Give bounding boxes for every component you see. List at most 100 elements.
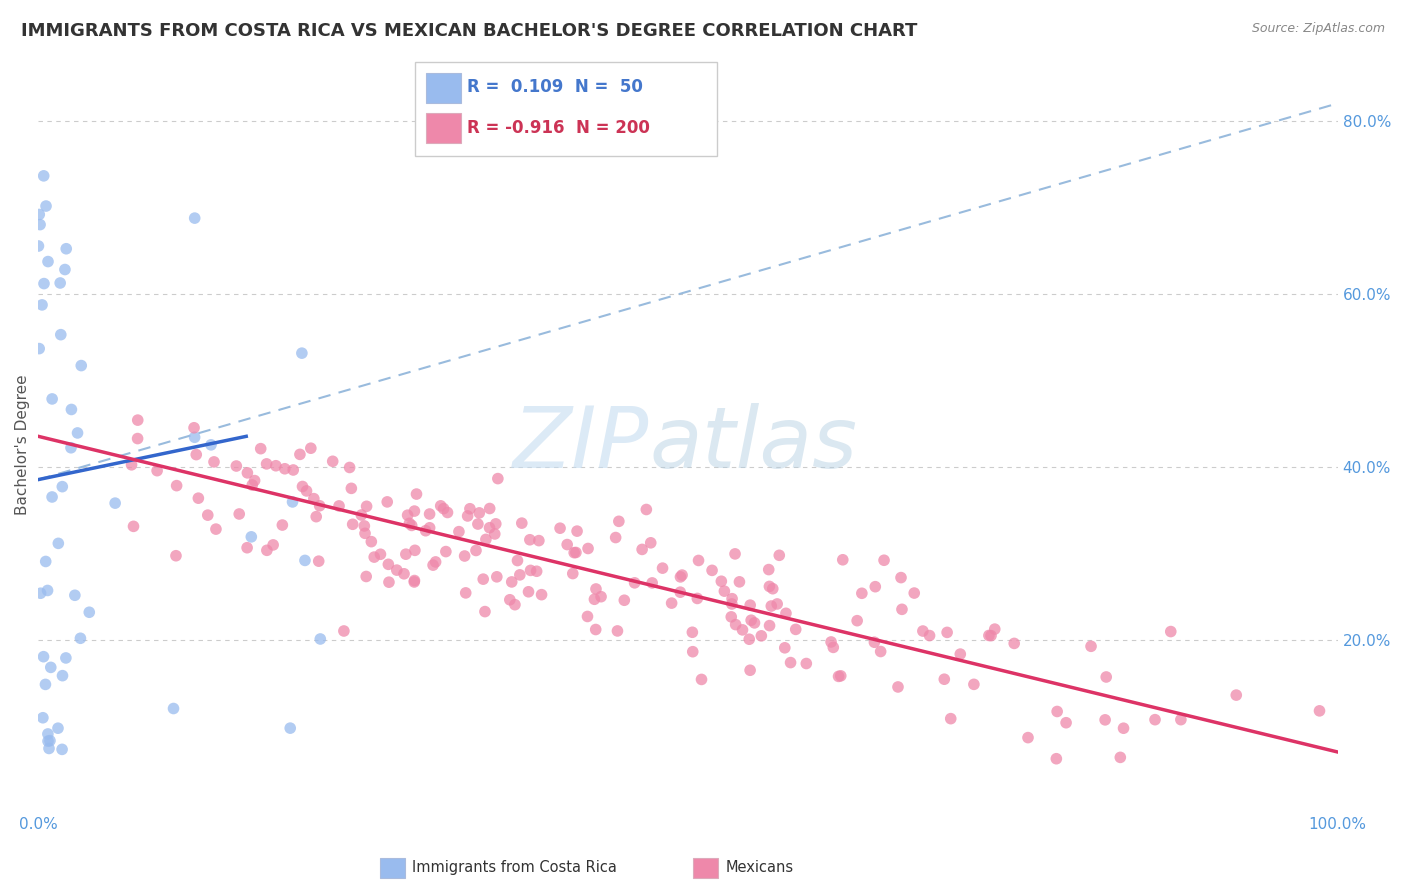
Point bbox=[291, 346, 314, 360]
Y-axis label: Bachelor's Degree: Bachelor's Degree bbox=[15, 375, 30, 516]
Point bbox=[891, 602, 914, 616]
Point bbox=[681, 625, 703, 640]
Point bbox=[585, 623, 607, 637]
Point bbox=[127, 413, 149, 427]
Point bbox=[51, 668, 73, 682]
Point bbox=[291, 479, 314, 493]
Point bbox=[686, 591, 709, 606]
Point bbox=[738, 632, 761, 647]
Point bbox=[640, 536, 662, 550]
Point bbox=[340, 481, 363, 495]
Point bbox=[823, 640, 845, 655]
Point bbox=[60, 402, 83, 417]
Point bbox=[186, 448, 208, 462]
Point bbox=[636, 502, 658, 516]
Point bbox=[419, 521, 441, 535]
Point bbox=[873, 553, 896, 567]
Point bbox=[228, 507, 250, 521]
Point bbox=[37, 254, 59, 268]
Point bbox=[980, 629, 1002, 643]
Point bbox=[700, 563, 723, 577]
Point bbox=[183, 211, 205, 226]
Point bbox=[236, 541, 259, 555]
Point bbox=[651, 561, 673, 575]
Point bbox=[623, 575, 645, 590]
Point bbox=[758, 579, 780, 593]
Point bbox=[200, 438, 222, 452]
Point bbox=[447, 524, 470, 539]
Point bbox=[458, 501, 481, 516]
Point bbox=[526, 564, 548, 578]
Point bbox=[166, 478, 188, 492]
Point bbox=[762, 582, 785, 596]
Point bbox=[1002, 636, 1025, 650]
Point bbox=[360, 534, 382, 549]
Point bbox=[457, 508, 479, 523]
Point bbox=[1080, 640, 1102, 654]
Point bbox=[404, 504, 426, 518]
Point bbox=[936, 625, 959, 640]
Point bbox=[713, 584, 735, 599]
Point bbox=[256, 543, 278, 558]
Point bbox=[607, 514, 630, 528]
Text: Immigrants from Costa Rica: Immigrants from Costa Rica bbox=[412, 861, 617, 875]
Point bbox=[731, 623, 754, 637]
Point bbox=[429, 499, 451, 513]
Point bbox=[830, 669, 852, 683]
Point bbox=[51, 742, 73, 756]
Point bbox=[39, 660, 62, 674]
Text: ZIP: ZIP bbox=[513, 403, 650, 486]
Point bbox=[162, 701, 184, 715]
Point bbox=[236, 466, 259, 480]
Point bbox=[28, 207, 51, 221]
Point bbox=[467, 516, 489, 531]
Point bbox=[576, 541, 599, 556]
Point bbox=[240, 530, 263, 544]
Point bbox=[478, 501, 501, 516]
Point bbox=[32, 649, 55, 664]
Point bbox=[565, 524, 588, 538]
Point bbox=[486, 472, 509, 486]
Point bbox=[288, 447, 311, 461]
Point bbox=[740, 598, 762, 612]
Point bbox=[51, 480, 73, 494]
Point bbox=[249, 442, 271, 456]
Point bbox=[641, 575, 664, 590]
Point bbox=[294, 553, 316, 567]
Point bbox=[363, 550, 385, 565]
Point bbox=[827, 669, 849, 683]
Point bbox=[1017, 731, 1039, 745]
Point bbox=[385, 563, 408, 577]
Point bbox=[472, 572, 495, 586]
Point bbox=[202, 455, 225, 469]
Point bbox=[225, 458, 247, 473]
Point bbox=[728, 574, 751, 589]
Text: IMMIGRANTS FROM COSTA RICA VS MEXICAN BACHELOR'S DEGREE CORRELATION CHART: IMMIGRANTS FROM COSTA RICA VS MEXICAN BA… bbox=[21, 22, 918, 40]
Point bbox=[405, 487, 427, 501]
Point bbox=[453, 549, 475, 563]
Point bbox=[503, 598, 526, 612]
Point bbox=[27, 239, 49, 253]
Point bbox=[1308, 704, 1330, 718]
Point bbox=[724, 547, 747, 561]
Point bbox=[308, 499, 330, 513]
Point bbox=[205, 522, 228, 536]
Point bbox=[758, 618, 780, 632]
Text: R = -0.916  N = 200: R = -0.916 N = 200 bbox=[467, 119, 650, 136]
Point bbox=[474, 605, 496, 619]
Point bbox=[720, 610, 742, 624]
Point bbox=[613, 593, 636, 607]
Point bbox=[339, 460, 361, 475]
Point bbox=[353, 519, 375, 533]
Point bbox=[404, 574, 426, 589]
Point bbox=[127, 432, 149, 446]
Text: Source: ZipAtlas.com: Source: ZipAtlas.com bbox=[1251, 22, 1385, 36]
Point bbox=[506, 553, 529, 567]
Point bbox=[890, 571, 912, 585]
Point bbox=[187, 491, 209, 506]
Point bbox=[758, 563, 780, 577]
Point bbox=[271, 518, 294, 533]
Point bbox=[671, 568, 693, 582]
Point bbox=[710, 574, 733, 589]
Point bbox=[478, 521, 501, 535]
